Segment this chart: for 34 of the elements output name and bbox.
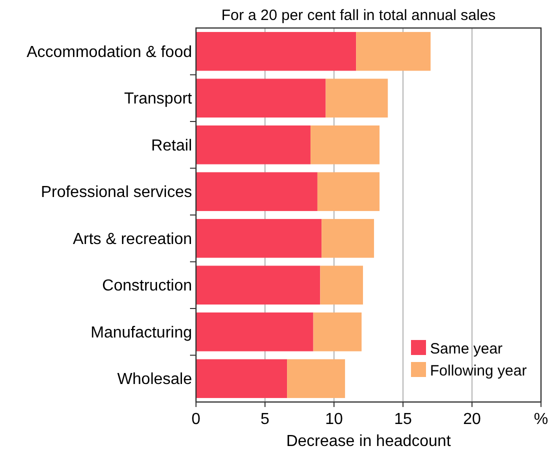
bar [287, 359, 346, 398]
bar [317, 172, 380, 212]
x-tick-label: % [534, 411, 548, 428]
legend-label: Same year [430, 340, 503, 358]
bar [313, 312, 362, 352]
y-tick-label: Construction [102, 278, 192, 295]
y-tick-label: Professional services [40, 184, 192, 202]
bar [322, 218, 374, 258]
chart-subtitle: For a 20 per cent fall in total annual sales [221, 7, 496, 24]
y-tick-label: Retail [151, 137, 192, 154]
bar [320, 266, 363, 305]
y-tick-label: Arts & recreation [72, 230, 192, 248]
y-tick-label: Accommodation & food [26, 44, 192, 61]
x-tick-label: 5 [260, 411, 270, 428]
bar [310, 125, 380, 164]
bar [196, 172, 318, 212]
bar [196, 125, 311, 164]
x-tick-label: 15 [394, 411, 412, 428]
bar [196, 78, 326, 118]
bar [196, 312, 314, 352]
x-tick-label: 0 [192, 411, 201, 428]
bar [196, 359, 288, 398]
y-tick-label: Wholesale [117, 371, 192, 388]
y-tick-label: Transport [124, 90, 193, 108]
x-tick-label: 10 [325, 411, 343, 428]
bar [196, 266, 320, 305]
legend-label: Following year [430, 362, 527, 380]
x-tick-label: 20 [463, 411, 481, 428]
bar [196, 32, 356, 71]
y-tick-label: Manufacturing [90, 324, 192, 342]
x-axis-title: Decrease in headcount [286, 433, 452, 450]
bar [356, 32, 431, 71]
bar [326, 78, 388, 118]
bar [196, 218, 322, 258]
